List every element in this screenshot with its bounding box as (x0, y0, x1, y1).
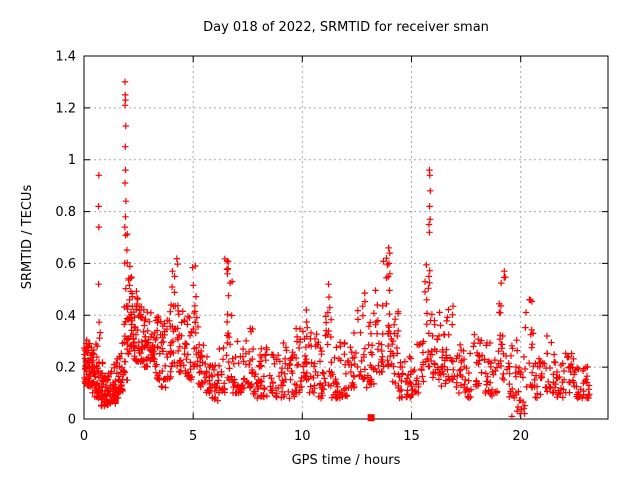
y-tick-label: 1.2 (55, 101, 76, 116)
y-tick-label: 0 (68, 413, 76, 428)
y-tick-label: 1 (68, 153, 76, 168)
chart-title: Day 018 of 2022, SRMTID for receiver sma… (203, 20, 489, 35)
grid-lines (84, 56, 608, 419)
x-tick-label: 15 (403, 429, 420, 444)
x-axis-title: GPS time / hours (291, 453, 401, 468)
x-tick-label: 20 (512, 429, 529, 444)
scatter-points (81, 78, 593, 420)
x-tick-label: 0 (80, 429, 88, 444)
y-tick-label: 0.2 (55, 361, 76, 376)
x-tick-label: 5 (189, 429, 197, 444)
y-tick-label: 0.6 (55, 257, 76, 272)
x-tick-label: 10 (294, 429, 311, 444)
y-tick-label: 1.4 (55, 50, 76, 65)
y-tick-label: 0.4 (55, 309, 76, 324)
y-tick-label: 0.8 (55, 205, 76, 220)
square-data-point (367, 414, 375, 422)
plot-border-and-ticks (83, 55, 609, 420)
